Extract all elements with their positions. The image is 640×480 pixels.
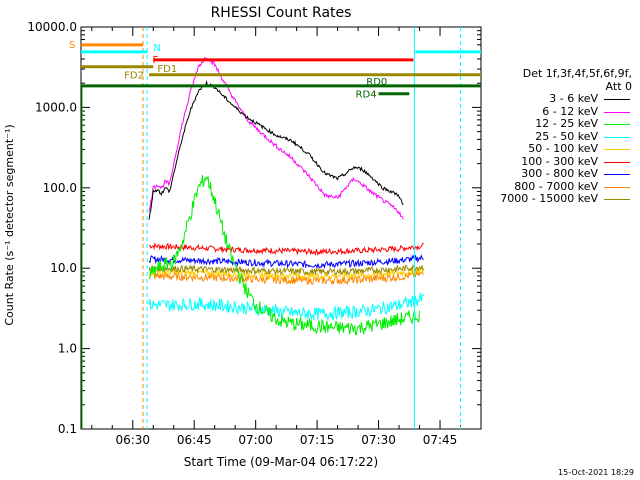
legend-swatch [604,99,630,100]
flag-label-f: F [152,55,158,66]
x-tick-label: 06:45 [177,433,212,447]
x-tick-label: 07:30 [361,433,396,447]
plot-frame-group: 0.1 1.0 10.0 100.0 1000.0 10000.0 06:30 06:45 07… [27,20,482,447]
y-tick-label: 0.1 [58,422,77,436]
legend-label: 3 - 6 keV [549,92,598,105]
legend-item: 3 - 6 keV [484,92,632,106]
flag-label-n: N [153,43,160,54]
chart-title: RHESSI Count Rates [211,5,352,21]
flag-label-rd4: RD4 [356,90,377,101]
series-line-6 [148,254,424,270]
legend-swatch [604,199,630,200]
y-tick-label: 10000.0 [27,20,77,34]
flag-label-fd2: FD2 [124,71,144,82]
plot-frame [80,26,482,430]
legend-item: 25 - 50 keV [484,129,632,144]
legend-item: 100 - 300 keV [484,154,632,169]
legend-item: 7000 - 15000 keV [484,192,632,206]
series-line-8 [148,264,424,276]
flag-label-rd0: RD0 [366,77,387,88]
flag-label-s: S [69,40,75,51]
series-group [148,57,425,336]
x-tick-label: 06:30 [115,433,150,447]
x-tick-label: 07:00 [238,433,273,447]
series-line-5 [148,242,424,257]
series-line-1 [148,57,404,220]
legend-swatch [604,149,630,150]
legend-label: 12 - 25 keV [535,117,598,130]
legend-label: 300 - 800 keV [521,167,598,180]
legend-label: 800 - 7000 keV [514,179,598,193]
x-tick-label: 07:15 [300,433,335,447]
legend-header-line1: Det 1f,3f,4f,5f,6f,9f, [522,67,632,80]
legend-label: 6 - 12 keV [542,104,598,118]
flag-label-fd1: FD1 [157,64,177,75]
legend-label: 100 - 300 keV [521,154,598,168]
legend-swatch [604,161,630,163]
legend-swatch [604,124,630,125]
legend-item: 12 - 25 keV [484,117,632,131]
x-axis-label: Start Time (09-Mar-04 06:17:22) [184,455,378,469]
y-tick-label: 100.0 [43,181,77,195]
legend: Det 1f,3f,4f,5f,6f,9f, Att 0 3 - 6 keV 6 … [484,67,632,206]
y-tick-label: 1.0 [58,342,77,356]
legend-swatch [604,186,630,188]
legend-label: 50 - 100 keV [528,142,598,155]
legend-swatch [604,174,630,175]
y-tick-label: 10.0 [50,261,77,275]
legend-item: 6 - 12 keV [484,104,632,119]
timestamp: 15-Oct-2021 18:29 [558,468,634,477]
legend-label: 25 - 50 keV [535,129,598,143]
legend-swatch [604,111,630,113]
legend-header-line2: Att 0 [605,80,632,93]
y-tick-label: 1000.0 [35,100,77,114]
series-line-2 [148,174,420,336]
y-axis-label: Count Rate (s⁻¹ detector segment⁻¹) [3,124,16,325]
series-line-0 [148,79,404,220]
legend-item: 50 - 100 keV [484,142,632,156]
series-line-3 [148,292,425,321]
legend-item: 800 - 7000 keV [484,179,632,194]
x-tick-label: 07:45 [423,433,458,447]
legend-item: 300 - 800 keV [484,167,632,181]
legend-swatch [604,136,630,138]
legend-label: 7000 - 15000 keV [500,192,598,205]
series-line-7 [148,270,424,286]
